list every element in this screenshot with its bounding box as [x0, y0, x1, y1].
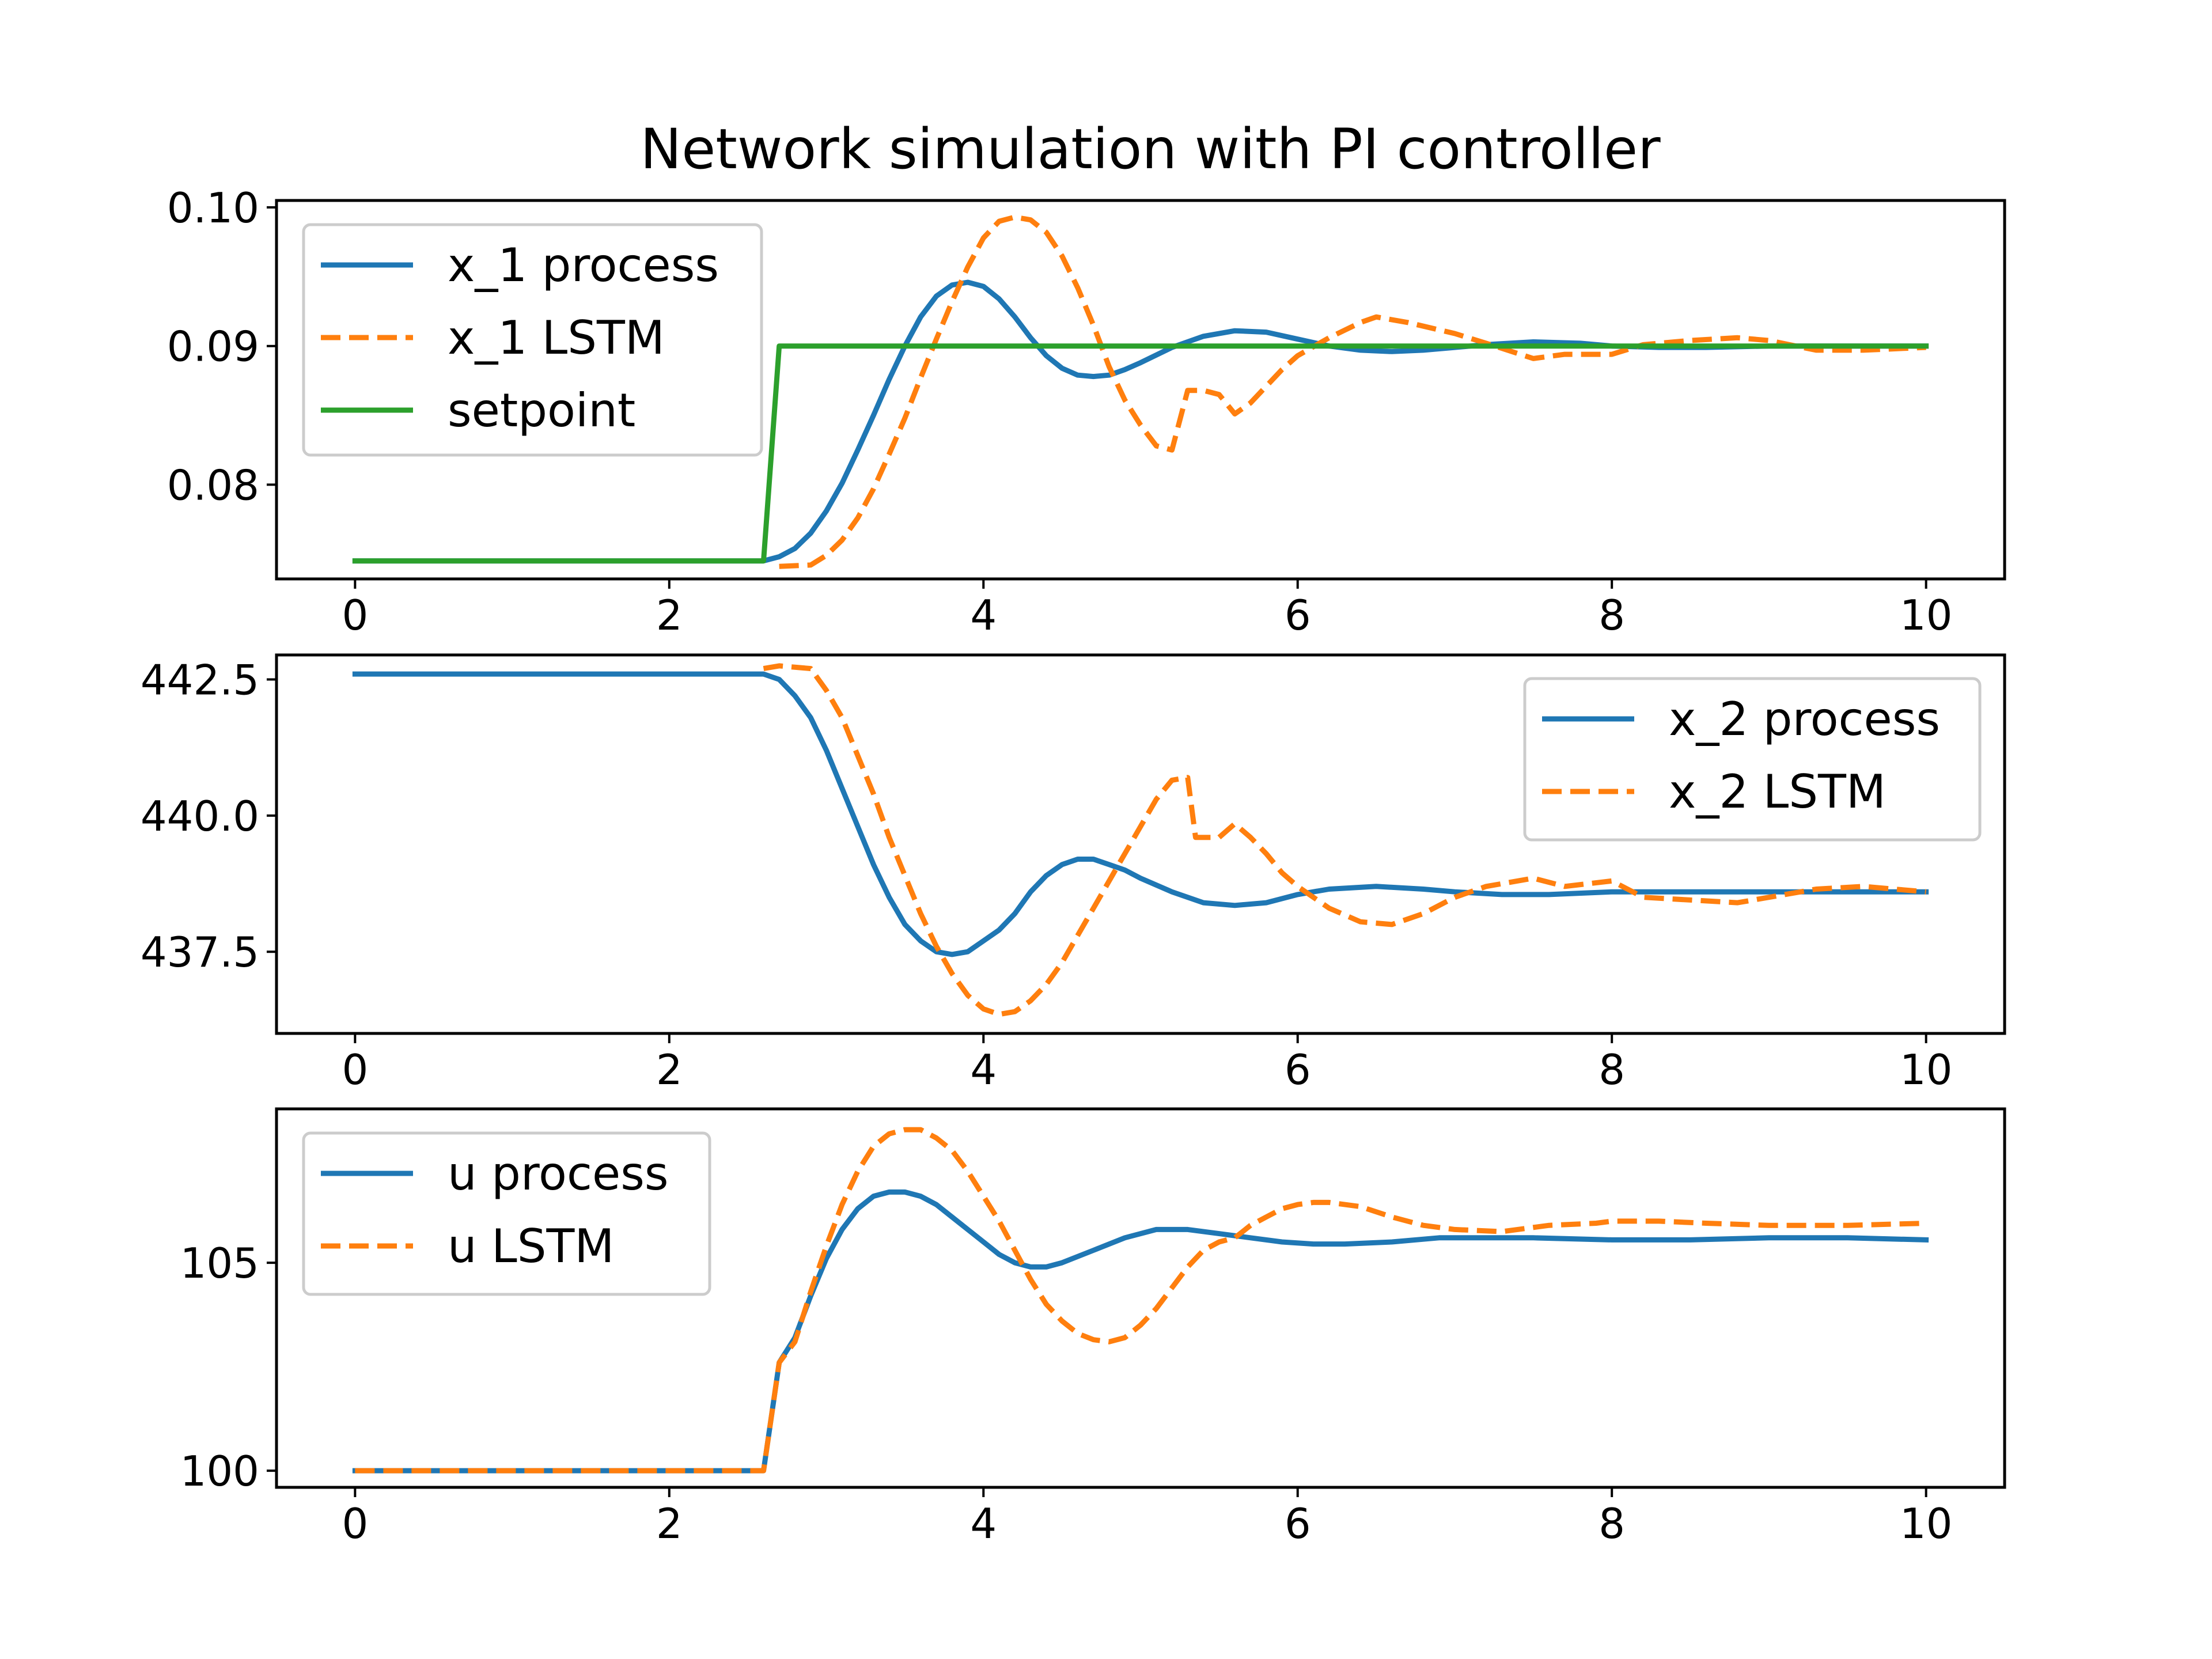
xtick-label-x2-4: 8	[1599, 1046, 1625, 1094]
ytick-label-x2-1: 440.0	[141, 792, 259, 840]
legend-label-x-2-lstm: x_2 LSTM	[1669, 765, 1886, 819]
xtick-label-u-1: 2	[656, 1499, 683, 1548]
xtick-label-x2-2: 4	[970, 1046, 997, 1094]
legend-box-x2	[1523, 677, 1982, 842]
xtick-label-x1-3: 6	[1285, 591, 1311, 639]
legend-label-setpoint: setpoint	[448, 384, 635, 437]
series-line-u-process	[352, 1189, 1929, 1474]
xtick-label-x2-5: 10	[1900, 1046, 1953, 1094]
legend-x2: x_2 process x_2 LSTM	[1523, 677, 1982, 842]
xtick-label-x1-0: 0	[342, 591, 368, 639]
xtick-label-x1-2: 4	[970, 591, 997, 639]
ytick-label-x2-0: 437.5	[141, 928, 259, 976]
xtick-label-x2-1: 2	[656, 1046, 683, 1094]
legend-label-x-1-lstm: x_1 LSTM	[448, 311, 665, 365]
subplot-u: 0 2 4 6 8 10 100 105 u process u LSTM	[180, 1107, 2006, 1548]
series-line-setpoint	[352, 343, 1929, 564]
xtick-label-x1-1: 2	[656, 591, 683, 639]
series-line-x-2-lstm	[763, 663, 1926, 1017]
subplot-x2: 0 2 4 6 8 10 437.5 440.0 442.5 x_2 process x_2 LST…	[141, 653, 2006, 1094]
xtick-label-u-4: 8	[1599, 1499, 1625, 1548]
ytick-label-u-0: 100	[180, 1447, 259, 1495]
legend-box-x1	[302, 223, 763, 457]
ytick-label-x1-1: 0.09	[167, 323, 259, 371]
series-line-x-1-lstm	[779, 214, 1926, 569]
axes-frame-u	[275, 1107, 2006, 1489]
ytick-label-x2-2: 442.5	[141, 656, 259, 704]
xtick-label-u-3: 6	[1285, 1499, 1311, 1548]
ytick-label-u-1: 105	[180, 1239, 259, 1287]
xtick-label-x1-5: 10	[1900, 591, 1953, 639]
legend-label-u-process: u process	[448, 1147, 669, 1200]
subplot-x1: 0 2 4 6 8 10 0.08 0.09 0.10 x_1 process x_1 LSTM se…	[167, 184, 2006, 639]
ytick-label-x1-0: 0.08	[167, 461, 259, 509]
figure-title: Network simulation with PI controller	[640, 117, 1661, 181]
xtick-label-u-2: 4	[970, 1499, 997, 1548]
xtick-label-x1-4: 8	[1599, 591, 1625, 639]
xtick-label-u-0: 0	[342, 1499, 368, 1548]
legend-label-u-lstm: u LSTM	[448, 1219, 614, 1273]
axes-frame-x2	[275, 653, 2006, 1035]
legend-label-x-2-process: x_2 process	[1669, 692, 1940, 746]
xtick-label-x2-3: 6	[1285, 1046, 1311, 1094]
legend-label-x-1-process: x_1 process	[448, 238, 719, 292]
ytick-label-x1-2: 0.10	[167, 184, 259, 232]
axes-frame-x1	[275, 199, 2006, 581]
series-line-u-lstm	[355, 1127, 1926, 1474]
xtick-label-x2-0: 0	[342, 1046, 368, 1094]
series-line-x-1-process	[352, 279, 1929, 564]
xtick-label-u-5: 10	[1900, 1499, 1953, 1548]
legend-u: u process u LSTM	[302, 1131, 711, 1296]
legend-x1: x_1 process x_1 LSTM setpoint	[302, 223, 763, 457]
